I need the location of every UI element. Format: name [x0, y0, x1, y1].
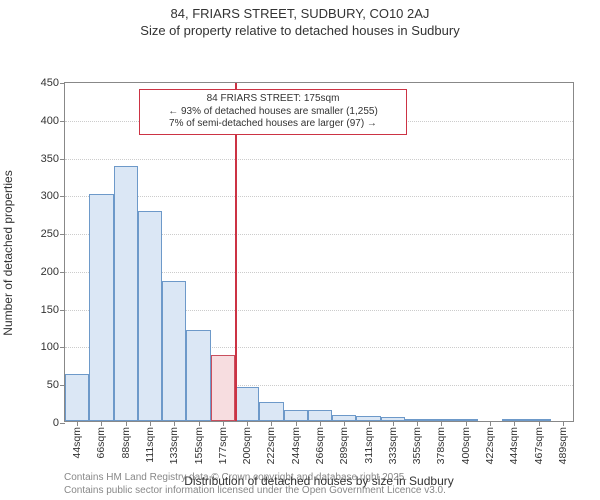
histogram-bar	[235, 387, 259, 421]
x-tick-mark	[150, 421, 151, 426]
gridline	[65, 159, 573, 160]
annotation-line: 84 FRIARS STREET: 175sqm	[145, 93, 401, 106]
histogram-bar	[138, 211, 162, 421]
x-tick-mark	[101, 421, 102, 426]
histogram-bar	[65, 374, 89, 421]
y-tick-label: 250	[41, 228, 59, 240]
x-tick-mark	[223, 421, 224, 426]
x-tick-label: 88sqm	[120, 427, 132, 459]
plot-area: 05010015020025030035040045044sqm66sqm88s…	[64, 82, 574, 422]
x-tick-mark	[441, 421, 442, 426]
histogram-bar	[308, 410, 332, 421]
x-tick-mark	[490, 421, 491, 426]
page-title-address: 84, FRIARS STREET, SUDBURY, CO10 2AJ	[0, 6, 600, 21]
histogram-bar	[259, 402, 283, 421]
x-axis-label: Distribution of detached houses by size …	[64, 474, 574, 488]
x-tick-label: 66sqm	[95, 427, 107, 459]
y-tick-label: 450	[41, 77, 59, 89]
y-tick-mark	[60, 234, 65, 235]
x-tick-label: 378sqm	[435, 427, 447, 464]
y-tick-mark	[60, 272, 65, 273]
y-tick-label: 200	[41, 266, 59, 278]
x-tick-label: 467sqm	[533, 427, 545, 464]
x-tick-label: 400sqm	[460, 427, 472, 464]
y-axis-label: Number of detached properties	[1, 170, 15, 335]
x-tick-label: 422sqm	[484, 427, 496, 464]
x-tick-mark	[271, 421, 272, 426]
chart-container: Number of detached properties 0501001502…	[0, 38, 600, 468]
x-tick-label: 155sqm	[193, 427, 205, 464]
x-tick-mark	[320, 421, 321, 426]
histogram-bar	[89, 194, 113, 421]
x-tick-label: 311sqm	[363, 427, 375, 464]
histogram-bar	[162, 281, 186, 421]
x-tick-label: 489sqm	[557, 427, 569, 464]
x-tick-label: 44sqm	[71, 427, 83, 459]
x-tick-mark	[247, 421, 248, 426]
x-tick-label: 355sqm	[411, 427, 423, 464]
x-tick-mark	[77, 421, 78, 426]
x-tick-label: 244sqm	[290, 427, 302, 464]
x-tick-label: 133sqm	[168, 427, 180, 464]
x-tick-mark	[417, 421, 418, 426]
y-tick-label: 100	[41, 341, 59, 353]
x-tick-mark	[126, 421, 127, 426]
x-tick-label: 200sqm	[241, 427, 253, 464]
histogram-bar	[211, 355, 235, 421]
x-tick-label: 266sqm	[314, 427, 326, 464]
page-title-subtitle: Size of property relative to detached ho…	[0, 23, 600, 38]
y-tick-label: 350	[41, 153, 59, 165]
x-tick-label: 444sqm	[508, 427, 520, 464]
y-tick-mark	[60, 347, 65, 348]
x-tick-mark	[466, 421, 467, 426]
y-tick-label: 50	[47, 379, 59, 391]
y-tick-label: 300	[41, 190, 59, 202]
histogram-bar	[284, 410, 308, 421]
x-tick-mark	[539, 421, 540, 426]
x-tick-mark	[369, 421, 370, 426]
x-tick-mark	[296, 421, 297, 426]
histogram-bar	[114, 166, 138, 421]
x-tick-label: 177sqm	[217, 427, 229, 464]
y-tick-label: 0	[53, 417, 59, 429]
y-tick-mark	[60, 83, 65, 84]
x-tick-mark	[199, 421, 200, 426]
y-tick-mark	[60, 159, 65, 160]
y-tick-mark	[60, 310, 65, 311]
y-tick-label: 400	[41, 115, 59, 127]
x-tick-mark	[344, 421, 345, 426]
x-tick-label: 111sqm	[144, 427, 156, 463]
x-tick-mark	[514, 421, 515, 426]
y-tick-mark	[60, 121, 65, 122]
x-tick-mark	[393, 421, 394, 426]
x-tick-mark	[563, 421, 564, 426]
annotation-line: 7% of semi-detached houses are larger (9…	[145, 118, 401, 131]
y-tick-mark	[60, 423, 65, 424]
annotation-line: ← 93% of detached houses are smaller (1,…	[145, 106, 401, 119]
x-tick-label: 222sqm	[265, 427, 277, 464]
annotation-box: 84 FRIARS STREET: 175sqm← 93% of detache…	[139, 89, 407, 135]
gridline	[65, 196, 573, 197]
x-tick-label: 333sqm	[387, 427, 399, 464]
x-tick-label: 289sqm	[338, 427, 350, 464]
y-tick-mark	[60, 196, 65, 197]
histogram-bar	[186, 330, 210, 421]
x-tick-mark	[174, 421, 175, 426]
y-tick-label: 150	[41, 304, 59, 316]
